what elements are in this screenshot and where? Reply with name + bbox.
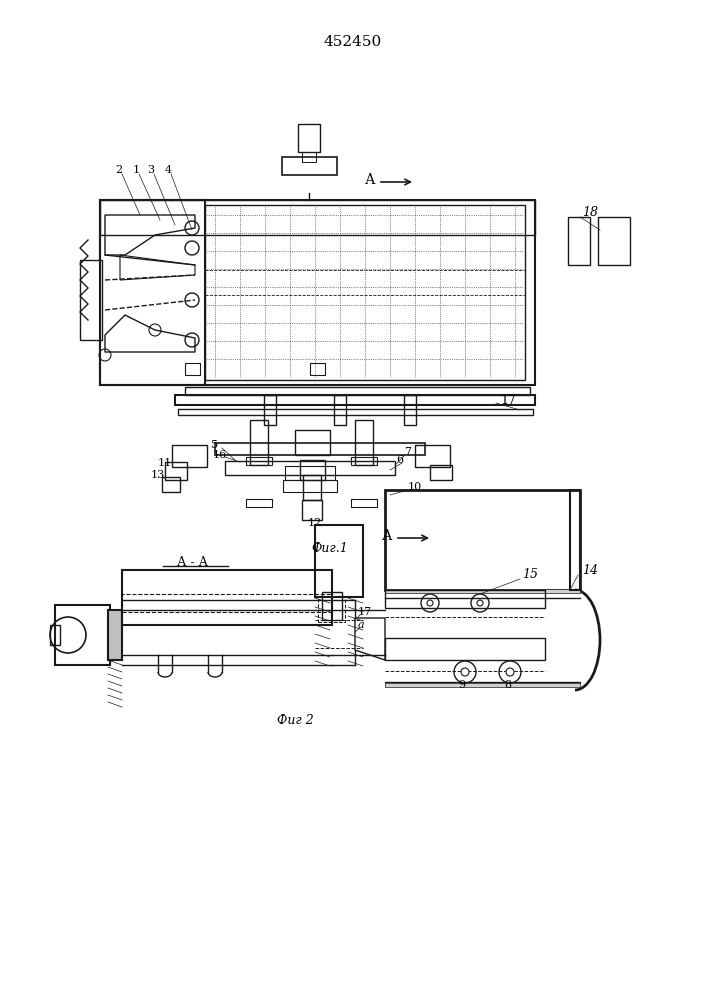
Text: 17: 17 bbox=[500, 393, 516, 406]
Bar bbox=[598, 217, 630, 265]
Text: 1: 1 bbox=[132, 165, 139, 175]
Bar bbox=[185, 387, 530, 395]
Bar bbox=[430, 465, 452, 480]
Bar bbox=[351, 457, 377, 465]
Bar bbox=[415, 445, 450, 467]
Text: 7: 7 bbox=[404, 447, 411, 457]
Bar bbox=[246, 457, 272, 465]
Text: 8: 8 bbox=[504, 680, 512, 690]
Bar bbox=[100, 200, 535, 385]
Bar bbox=[385, 490, 580, 590]
Bar bbox=[315, 525, 363, 597]
Text: 13: 13 bbox=[151, 470, 165, 480]
Bar bbox=[264, 395, 276, 425]
Text: 14: 14 bbox=[582, 564, 598, 576]
Circle shape bbox=[427, 600, 433, 606]
Bar bbox=[55, 605, 110, 665]
Text: 9: 9 bbox=[458, 680, 466, 690]
Bar bbox=[300, 460, 325, 480]
Text: 12: 12 bbox=[308, 518, 322, 528]
Circle shape bbox=[506, 668, 514, 676]
Bar bbox=[215, 443, 425, 455]
Bar bbox=[385, 590, 545, 608]
Bar bbox=[162, 477, 180, 492]
Bar bbox=[404, 395, 416, 425]
Text: Фиг 2: Фиг 2 bbox=[276, 714, 313, 726]
Text: 452450: 452450 bbox=[324, 35, 382, 49]
Text: А: А bbox=[365, 173, 375, 187]
Text: 3: 3 bbox=[148, 165, 155, 175]
Text: 15: 15 bbox=[522, 568, 538, 582]
Bar bbox=[568, 217, 590, 265]
Bar bbox=[355, 420, 373, 465]
Bar bbox=[385, 683, 580, 687]
Text: 11: 11 bbox=[158, 458, 172, 468]
Text: А: А bbox=[382, 529, 392, 543]
Bar bbox=[302, 500, 322, 520]
Text: 18: 18 bbox=[582, 206, 598, 219]
Bar bbox=[225, 461, 395, 475]
Bar bbox=[298, 124, 320, 152]
Bar bbox=[385, 638, 545, 660]
Text: Фиг.1: Фиг.1 bbox=[312, 542, 349, 554]
Bar bbox=[303, 475, 321, 500]
Text: 10: 10 bbox=[408, 482, 422, 492]
Text: 6: 6 bbox=[397, 455, 404, 465]
Bar bbox=[185, 363, 200, 375]
Bar bbox=[351, 499, 377, 507]
Bar bbox=[172, 445, 207, 467]
Bar bbox=[205, 205, 525, 380]
Text: А - А: А - А bbox=[177, 556, 209, 568]
Bar bbox=[295, 430, 330, 455]
Bar bbox=[246, 499, 272, 507]
Bar bbox=[318, 596, 345, 622]
Circle shape bbox=[477, 600, 483, 606]
Circle shape bbox=[461, 668, 469, 676]
Bar bbox=[80, 260, 102, 340]
Bar bbox=[334, 395, 346, 425]
Bar bbox=[50, 625, 60, 645]
Bar bbox=[122, 594, 332, 612]
Bar bbox=[250, 420, 268, 465]
Bar bbox=[285, 466, 335, 480]
Bar bbox=[302, 152, 316, 162]
Bar bbox=[178, 409, 533, 415]
Text: 2: 2 bbox=[115, 165, 122, 175]
Text: 4: 4 bbox=[165, 165, 172, 175]
Text: 17: 17 bbox=[358, 607, 372, 617]
Text: 5: 5 bbox=[211, 440, 218, 450]
Text: 16: 16 bbox=[213, 450, 227, 460]
Bar bbox=[100, 200, 535, 235]
Bar bbox=[570, 490, 580, 590]
Bar bbox=[100, 200, 205, 385]
Bar bbox=[322, 592, 342, 620]
Bar bbox=[385, 589, 580, 593]
Bar bbox=[283, 480, 337, 492]
Text: а: а bbox=[358, 620, 365, 630]
Bar bbox=[175, 395, 535, 405]
Bar bbox=[122, 570, 332, 625]
Bar bbox=[282, 157, 337, 175]
Bar bbox=[165, 462, 187, 480]
Bar bbox=[310, 363, 325, 375]
Bar bbox=[108, 610, 122, 660]
